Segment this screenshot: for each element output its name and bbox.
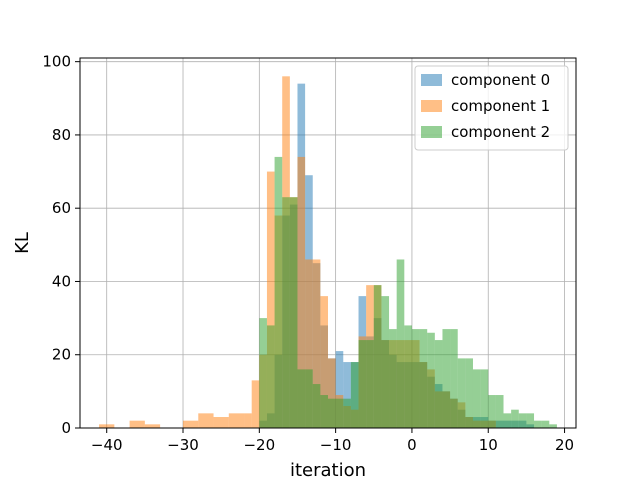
histogram-bar — [373, 285, 382, 428]
histogram-bar — [335, 351, 344, 428]
histogram-bar — [511, 409, 519, 428]
axes: −40 −30 −20 −10 0 10 20 0 20 40 60 80 100 — [42, 53, 577, 454]
histogram-bar — [305, 259, 313, 428]
x-tick-label: 20 — [555, 436, 574, 454]
x-axis-title: iteration — [290, 460, 366, 480]
histogram-bar — [312, 384, 321, 428]
histogram-bar — [320, 395, 328, 428]
histogram-bar — [343, 398, 351, 428]
histogram-bar — [404, 325, 412, 428]
histogram-bar — [534, 420, 542, 428]
histogram-bars — [99, 76, 557, 429]
y-tick-label: 40 — [52, 272, 71, 290]
histogram-bar — [259, 318, 267, 428]
histogram-bar — [289, 197, 298, 428]
y-tick-label: 80 — [52, 126, 71, 144]
histogram-bar — [312, 259, 321, 428]
histogram-bar — [480, 369, 489, 428]
histogram-bar — [297, 156, 306, 428]
histogram-bar — [472, 369, 481, 428]
histogram-bar — [541, 420, 550, 428]
histogram-bar — [549, 424, 557, 428]
histogram-bar — [198, 413, 214, 428]
histogram-bar — [381, 296, 390, 428]
histogram-bar — [450, 329, 458, 428]
histogram-bar — [358, 340, 367, 428]
legend-swatch — [421, 100, 442, 112]
histogram-bar — [320, 296, 328, 428]
histogram-bar — [99, 424, 115, 428]
histogram-bar — [465, 358, 473, 428]
histogram-bar — [129, 420, 145, 428]
histogram-bar — [266, 325, 275, 428]
legend-box — [414, 65, 569, 151]
histogram-bar — [328, 398, 336, 428]
legend: component 0 component 1 component 2 — [414, 65, 569, 151]
x-tick-label: −10 — [320, 436, 352, 454]
histogram-bar — [305, 369, 313, 428]
histogram-bar — [297, 369, 306, 428]
histogram-bar — [526, 413, 535, 428]
histogram-bar — [427, 332, 435, 428]
histogram-bar — [442, 329, 451, 428]
histogram-bar — [213, 417, 229, 428]
x-tick-label: −30 — [167, 436, 199, 454]
series-2 — [259, 156, 557, 428]
histogram-bar — [343, 362, 351, 428]
legend-swatch — [421, 74, 442, 86]
x-tick-label: 0 — [407, 436, 417, 454]
y-tick-label: 0 — [61, 419, 71, 437]
y-axis-title: KL — [12, 232, 33, 254]
histogram-bar — [366, 340, 374, 428]
histogram-bar — [434, 340, 443, 428]
histogram-bar — [183, 420, 199, 428]
histogram-bar — [350, 362, 359, 428]
histogram-bar — [419, 329, 428, 428]
histogram-bar — [495, 395, 504, 428]
y-tick-label: 20 — [52, 346, 71, 364]
histogram-bar — [274, 156, 283, 428]
x-tick-label: −40 — [91, 436, 123, 454]
histogram-bar — [144, 424, 161, 428]
y-tick-label: 100 — [42, 53, 71, 71]
histogram-bar — [503, 413, 512, 428]
histogram-bar — [389, 329, 397, 428]
histogram-bar — [328, 358, 336, 428]
legend-swatch — [421, 126, 442, 138]
plot-frame — [79, 57, 577, 429]
histogram-bar — [518, 413, 527, 428]
histogram-bar — [335, 398, 344, 428]
x-tick-label: −20 — [243, 436, 275, 454]
histogram-bar — [488, 395, 496, 428]
x-tick-label: 10 — [479, 436, 498, 454]
y-tick-label: 60 — [52, 199, 71, 217]
histogram-bar — [411, 329, 420, 428]
histogram-bar — [282, 197, 290, 428]
histogram-bar — [228, 413, 245, 428]
histogram-bar — [251, 380, 260, 428]
histogram-bar — [244, 413, 252, 428]
legend-label: component 0 — [451, 71, 550, 89]
histogram-bar — [457, 358, 466, 428]
legend-label: component 2 — [451, 123, 550, 141]
legend-label: component 1 — [451, 97, 550, 115]
histogram-bar — [396, 259, 405, 428]
histogram-bar — [266, 171, 275, 428]
